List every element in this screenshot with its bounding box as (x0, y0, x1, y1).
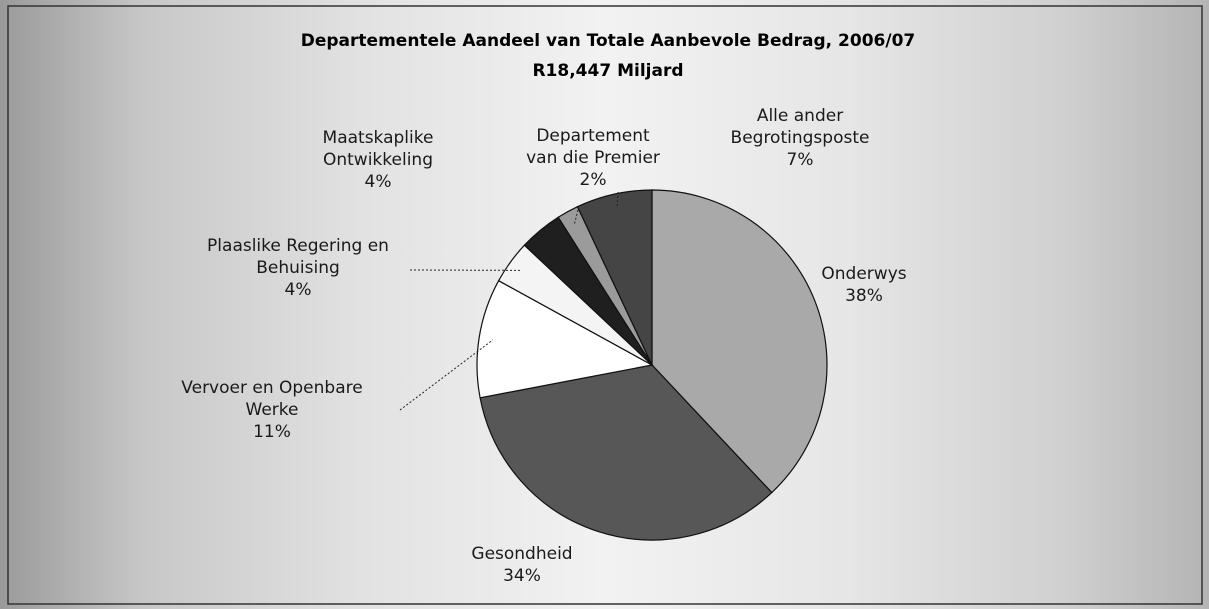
slice-label: Vervoer en Openbare Werke 11% (172, 377, 372, 443)
chart-title: Departementele Aandeel van Totale Aanbev… (301, 31, 915, 51)
slice-name: Alle ander Begrotingsposte (730, 106, 870, 148)
slice-name: Plaaslike Regering en Behuising (207, 236, 389, 278)
slice-value: 4% (364, 172, 392, 192)
pie-slice (651, 189, 828, 494)
chart-subtitle: R18,447 Miljard (532, 61, 683, 81)
leader-line (399, 339, 494, 411)
slice-value: 2% (579, 170, 607, 190)
slice-name: Departement van die Premier (526, 126, 660, 168)
slice-label: Alle ander Begrotingsposte 7% (715, 105, 885, 171)
slice-value: 38% (845, 286, 883, 306)
leader-line (616, 191, 619, 208)
pie-slice (479, 364, 773, 541)
slice-label: Gesondheid 34% (452, 543, 592, 587)
slice-name: Gesondheid (471, 544, 573, 564)
slice-label: Onderwys 38% (799, 263, 929, 307)
pie-slice (476, 279, 654, 399)
slice-name: Maatskaplike Ontwikkeling (322, 128, 434, 170)
frame (7, 5, 1203, 605)
slice-name: Vervoer en Openbare Werke (181, 378, 363, 420)
slice-value: 11% (253, 422, 291, 442)
slice-name: Onderwys (821, 264, 907, 284)
slice-value: 7% (786, 150, 814, 170)
slice-value: 34% (503, 566, 541, 586)
slice-label: Departement van die Premier 2% (523, 125, 663, 191)
slice-label: Maatskaplike Ontwikkeling 4% (308, 127, 448, 193)
slice-label: Plaaslike Regering en Behuising 4% (198, 235, 398, 301)
slice-value: 4% (284, 280, 312, 300)
pie-slice (576, 189, 653, 366)
